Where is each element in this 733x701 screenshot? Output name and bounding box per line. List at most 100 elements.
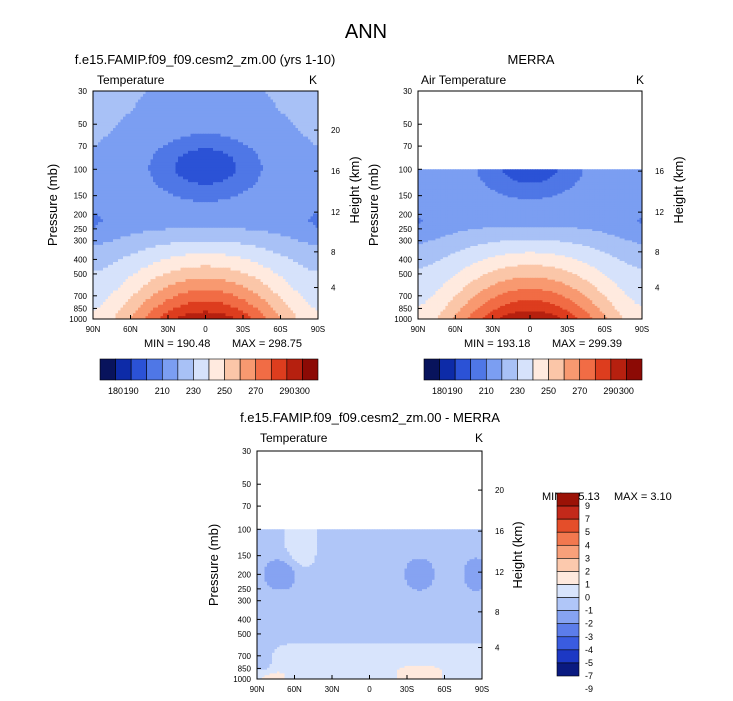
contour-cell bbox=[218, 219, 222, 223]
contour-cell bbox=[145, 210, 149, 215]
contour-cell bbox=[285, 108, 289, 112]
contour-cell bbox=[223, 216, 227, 220]
contour-cell bbox=[170, 133, 174, 138]
contour-cell bbox=[178, 227, 182, 232]
contour-cell bbox=[140, 176, 144, 180]
contour-cell bbox=[208, 170, 212, 175]
contour-cell bbox=[265, 139, 269, 143]
contour-cell bbox=[118, 236, 122, 240]
contour-cell bbox=[283, 207, 287, 212]
contour-cell bbox=[223, 173, 227, 178]
contour-cell bbox=[95, 202, 99, 206]
contour-cell bbox=[303, 193, 307, 198]
contour-cell bbox=[265, 210, 269, 215]
contour-cell bbox=[165, 125, 169, 129]
contour-cell bbox=[175, 173, 179, 178]
contour-cell bbox=[200, 224, 204, 229]
contour-cell bbox=[313, 148, 317, 152]
contour-cell bbox=[285, 216, 289, 220]
contour-cell bbox=[253, 108, 257, 112]
contour-cell bbox=[230, 91, 234, 95]
contour-cell bbox=[93, 91, 97, 95]
contour-cell bbox=[128, 179, 132, 183]
contour-cell bbox=[230, 148, 234, 152]
contour-cell bbox=[288, 187, 292, 192]
contour-cell bbox=[160, 93, 164, 98]
contour-cell bbox=[163, 244, 167, 249]
contour-cell bbox=[160, 96, 164, 101]
contour-cell bbox=[123, 150, 127, 155]
contour-cell bbox=[185, 96, 189, 101]
contour-cell bbox=[93, 150, 97, 155]
contour-cell bbox=[173, 219, 177, 223]
contour-cell bbox=[295, 233, 299, 237]
contour-cell bbox=[278, 193, 282, 198]
contour-cell bbox=[183, 136, 187, 141]
contour-cell bbox=[128, 187, 132, 192]
contour-cell bbox=[295, 105, 299, 109]
contour-cell bbox=[198, 222, 202, 226]
contour-cell bbox=[118, 182, 122, 186]
contour-cell bbox=[175, 236, 179, 240]
contour-cell bbox=[278, 205, 282, 209]
contour-cell bbox=[118, 128, 122, 132]
contour-cell bbox=[103, 244, 107, 249]
contour-cell bbox=[158, 190, 162, 195]
contour-cell bbox=[260, 93, 264, 98]
contour-cell bbox=[168, 173, 172, 178]
contour-cell bbox=[303, 93, 307, 98]
contour-cell bbox=[215, 150, 219, 155]
contour-cell bbox=[198, 162, 202, 166]
contour-cell bbox=[135, 193, 139, 198]
contour-cell bbox=[258, 227, 262, 232]
contour-cell bbox=[238, 202, 242, 206]
contour-cell bbox=[275, 179, 279, 183]
contour-cell bbox=[153, 230, 157, 235]
contour-cell bbox=[270, 119, 274, 123]
contour-cell bbox=[250, 187, 254, 192]
contour-cell bbox=[135, 176, 139, 180]
contour-cell bbox=[168, 145, 172, 149]
contour-cell bbox=[220, 167, 224, 172]
contour-cell bbox=[263, 207, 267, 212]
contour-cell bbox=[208, 190, 212, 195]
contour-cell bbox=[268, 185, 272, 189]
contour-cell bbox=[138, 93, 142, 98]
contour-cell bbox=[113, 187, 117, 192]
contour-cell bbox=[183, 125, 187, 129]
contour-cell bbox=[308, 116, 312, 121]
contour-cell bbox=[135, 182, 139, 186]
contour-cell bbox=[228, 113, 232, 118]
contour-cell bbox=[265, 136, 269, 141]
contour-cell bbox=[218, 148, 222, 152]
contour-cell bbox=[290, 244, 294, 249]
contour-cell bbox=[205, 236, 209, 240]
contour-cell bbox=[160, 193, 164, 198]
contour-cell bbox=[148, 199, 152, 203]
contour-cell bbox=[150, 179, 154, 183]
contour-cell bbox=[188, 205, 192, 209]
contour-cell bbox=[300, 91, 304, 95]
contour-cell bbox=[263, 193, 267, 198]
contour-cell bbox=[315, 122, 318, 126]
contour-cell bbox=[103, 122, 107, 126]
contour-cell bbox=[253, 133, 257, 138]
contour-cell bbox=[98, 102, 102, 106]
contour-cell bbox=[180, 210, 184, 215]
contour-cell bbox=[118, 216, 122, 220]
contour-cell bbox=[248, 110, 252, 115]
contour-cell bbox=[270, 139, 274, 143]
contour-cell bbox=[300, 205, 304, 209]
contour-cell bbox=[285, 122, 289, 126]
contour-cell bbox=[235, 122, 239, 126]
contour-cell bbox=[108, 170, 112, 175]
contour-cell bbox=[165, 196, 169, 200]
contour-cell bbox=[275, 159, 279, 163]
contour-cell bbox=[173, 193, 177, 198]
contour-cell bbox=[145, 222, 149, 226]
contour-cell bbox=[228, 162, 232, 166]
contour-cell bbox=[255, 159, 259, 163]
contour-cell bbox=[140, 219, 144, 223]
contour-cell bbox=[238, 108, 242, 112]
contour-cell bbox=[135, 216, 139, 220]
